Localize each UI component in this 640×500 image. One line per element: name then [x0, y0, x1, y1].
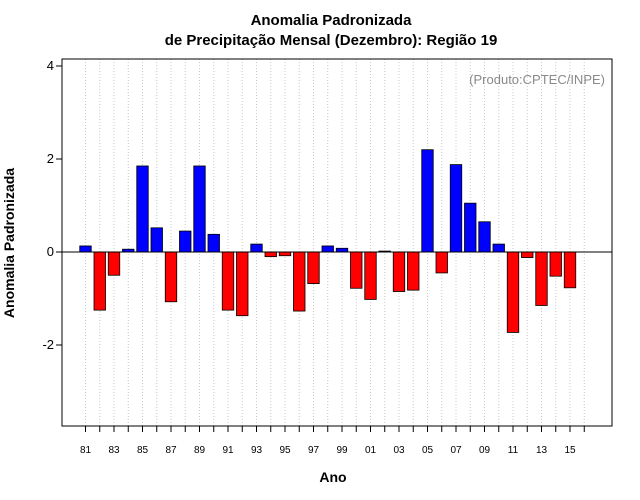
y-axis: -2 0 2 4 [42, 58, 62, 352]
bar-06 [435, 251, 448, 274]
bar-97 [307, 251, 320, 285]
bar-03 [392, 251, 406, 292]
x-tick-label: 15 [564, 445, 576, 456]
bar-07 [449, 164, 463, 253]
x-tick-label: 95 [279, 445, 291, 456]
bar-00 [350, 251, 363, 289]
bar-05 [421, 149, 434, 253]
x-tick-label: 05 [422, 445, 434, 456]
y-tick-label: -2 [42, 337, 54, 352]
x-tick-label: 89 [194, 445, 206, 456]
bar-95 [278, 251, 292, 257]
bar-12 [521, 251, 534, 258]
bar-98 [321, 245, 334, 253]
y-tick-label: 4 [47, 58, 54, 73]
bar-09 [478, 221, 491, 253]
bar-83 [107, 251, 121, 276]
bar-86 [150, 227, 163, 253]
x-tick-label: 07 [450, 445, 462, 456]
bar-90 [207, 233, 220, 253]
bar-94 [264, 251, 277, 258]
bar-04 [407, 251, 420, 291]
y-tick-label: 0 [47, 244, 54, 259]
plot-frame [61, 58, 613, 427]
x-tick-label: 13 [536, 445, 548, 456]
grid-lines [85, 59, 585, 426]
x-tick-label: 93 [251, 445, 263, 456]
bar-91 [221, 251, 235, 311]
x-tick-label: 11 [508, 445, 519, 456]
x-tick-label: 97 [308, 445, 320, 456]
x-tick-label: 81 [80, 445, 92, 456]
bar-96 [293, 251, 306, 312]
x-tick-label: 85 [137, 445, 149, 456]
bar-87 [164, 251, 178, 303]
x-axis-label: Ano [319, 469, 346, 485]
bar-10 [492, 243, 505, 253]
bar-82 [93, 251, 106, 311]
x-axis: 81 83 85 87 89 91 93 95 97 99 01 03 05 07 09 11 13 15 [80, 426, 585, 456]
x-tick-label: 03 [393, 445, 405, 456]
credit-label: (Produto:CPTEC/INPE) [469, 72, 605, 87]
bar-88 [179, 230, 192, 253]
bar-89 [193, 165, 206, 253]
bar-93 [250, 243, 263, 253]
y-axis-label: Anomalia Padronizada [1, 168, 17, 318]
x-tick-label: 99 [336, 445, 348, 456]
bar-15 [563, 251, 577, 289]
bar-99 [335, 247, 349, 253]
bar-85 [136, 165, 149, 253]
x-tick-label: 01 [365, 445, 377, 456]
bar-81 [79, 245, 92, 253]
bar-11 [506, 251, 520, 333]
chart-subtitle: de Precipitação Mensal (Dezembro): Regiã… [165, 32, 498, 49]
bar-14 [549, 251, 562, 277]
x-tick-label: 09 [479, 445, 491, 456]
bar-92 [236, 251, 249, 317]
x-tick-label: 83 [108, 445, 120, 456]
bar-13 [535, 251, 548, 306]
bar-01 [364, 251, 377, 300]
y-tick-label: 2 [47, 151, 54, 166]
chart-title: Anomalia Padronizada [251, 12, 413, 29]
bar-08 [464, 202, 477, 253]
bars [79, 149, 577, 333]
x-tick-label: 91 [222, 445, 234, 456]
x-tick-label: 87 [165, 445, 177, 456]
